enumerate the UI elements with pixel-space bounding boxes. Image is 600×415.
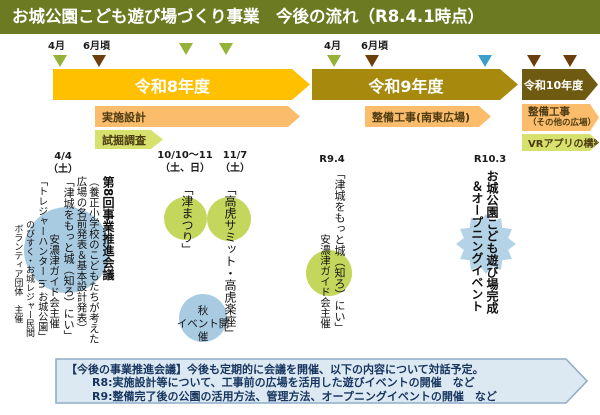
event-r9-title: 「津城をもっと城（知ろ）にい」 xyxy=(333,168,346,333)
footer-box xyxy=(55,358,589,404)
event-r10-line1: お城公園こども遊び場完成 xyxy=(485,170,499,314)
event-takatora-title: 「高虎サミット・高虎楽座」 xyxy=(223,183,237,339)
month-label-right-june: 6月頃 xyxy=(361,41,388,52)
date-label-11-7: 11/7 （土） xyxy=(220,150,250,174)
highlight-circle-meeting xyxy=(24,207,110,293)
event-meeting-title: 第8回事業推進会議 xyxy=(101,176,115,281)
date-label-r9-4: R9.4 xyxy=(319,154,345,165)
task-trial-excavation: 試掘調査 xyxy=(95,130,163,149)
event-r9-org: 安濃津ガイド会主催 xyxy=(319,234,332,329)
highlight-circle-tsumatsuri xyxy=(164,197,207,240)
milestone-june-r9-icon xyxy=(365,55,379,67)
task-construction-other-line2: （その他の広場） xyxy=(528,117,597,128)
event-autumn-line1: 秋 xyxy=(197,305,209,317)
task-vr-app: VRアプリの構築 xyxy=(522,134,599,151)
footer-line2: R8:実施設計等について、工事前の広場を活用した遊びイベントの開催 など xyxy=(92,376,475,390)
year-bar-reiwa10: 令和10年度 xyxy=(522,69,598,100)
milestone-tsumatsuri-icon xyxy=(179,43,193,55)
event-tsumatsuri-title: 「津まつり」 xyxy=(180,183,194,255)
highlight-circle-anotsu xyxy=(306,250,352,296)
task-construction-other-line1: 整備工事 xyxy=(528,105,570,118)
month-label-right-april: 4月 xyxy=(324,41,341,52)
event-treasure-org2: ボランティア団体 主催 xyxy=(12,224,23,323)
date-label-4-4: 4/4 （土） xyxy=(48,151,78,175)
milestone-takatora-icon xyxy=(219,43,233,55)
event-treasure-org1: のびすく・お城レジャー民間 xyxy=(23,220,34,337)
milestone-april-r9-icon xyxy=(327,55,341,67)
event-r10-line2: ＆オープニングイベント xyxy=(469,180,484,312)
event-block-r9: 「津城をもっと城（知ろ）にい」 安濃津ガイド会主催 xyxy=(312,168,346,338)
footer-note: 【今後の事業推進会議】今後も定期的に会議を開催、以下の内容について対話予定。 R… xyxy=(66,363,546,403)
event-block-r10: お城公園こども遊び場完成 ＆オープニングイベント xyxy=(464,170,500,335)
month-label-left-june: 6月頃 xyxy=(83,41,110,52)
milestone-r10-3-icon xyxy=(478,55,492,67)
page-title: お城公園こども遊び場づくり事業 今後の流れ（R8.4.1時点） xyxy=(0,0,600,34)
event-autumn-line2: イベント開催 xyxy=(176,318,230,343)
milestone-r10-april-icon xyxy=(527,55,541,67)
event-autumn: 秋 イベント開催 xyxy=(175,305,231,344)
event-meeting-detail: （養正小学校のこどもたちが考えた広場の名前発表＆基本設計発表） xyxy=(75,176,100,344)
task-implementation-design: 実施設計 xyxy=(95,106,300,127)
milestone-june-r8-icon xyxy=(92,55,106,67)
milestone-april-r8-icon xyxy=(53,55,67,67)
footer-line3: R9:整備完了後の公園の活用方法、管理方法、オープニングイベントの開催 など xyxy=(92,389,497,403)
event-block-meeting: 第8回事業推進会議 （養正小学校のこどもたちが考えた広場の名前発表＆基本設計発表… xyxy=(2,176,116,353)
year-bar-reiwa8: 令和8年度 xyxy=(53,69,310,100)
year-bar-reiwa9: 令和9年度 xyxy=(312,69,518,100)
task-construction-other: 整備工事 （その他の広場） xyxy=(522,104,599,131)
milestone-r10-june-icon xyxy=(563,55,577,67)
starburst-icon xyxy=(456,214,516,274)
highlight-circle-takatora xyxy=(207,197,251,241)
date-label-10-10: 10/10～11 （土、日） xyxy=(157,150,213,174)
event-shiro-ni-title: 「津城をもっと城（知ろ）にい」 xyxy=(62,176,76,341)
task-construction-southeast: 整備工事(南東広場) xyxy=(365,106,491,127)
event-block-takatora: 「高虎サミット・高虎楽座」 xyxy=(223,183,238,343)
event-block-tsumatsuri: 「津まつり」 xyxy=(180,183,195,273)
highlight-circle-autumn xyxy=(179,294,227,342)
event-shiro-ni-org: 安濃津ガイド会主催 xyxy=(48,234,61,329)
month-label-left-april: 4月 xyxy=(48,41,65,52)
date-label-r10-3: R10.3 xyxy=(473,154,507,165)
event-treasure-title: 「トレジャーハンター in お城公園」 xyxy=(35,176,47,342)
footer-line1: 【今後の事業推進会議】今後も定期的に会議を開催、以下の内容について対話予定。 xyxy=(66,363,484,376)
